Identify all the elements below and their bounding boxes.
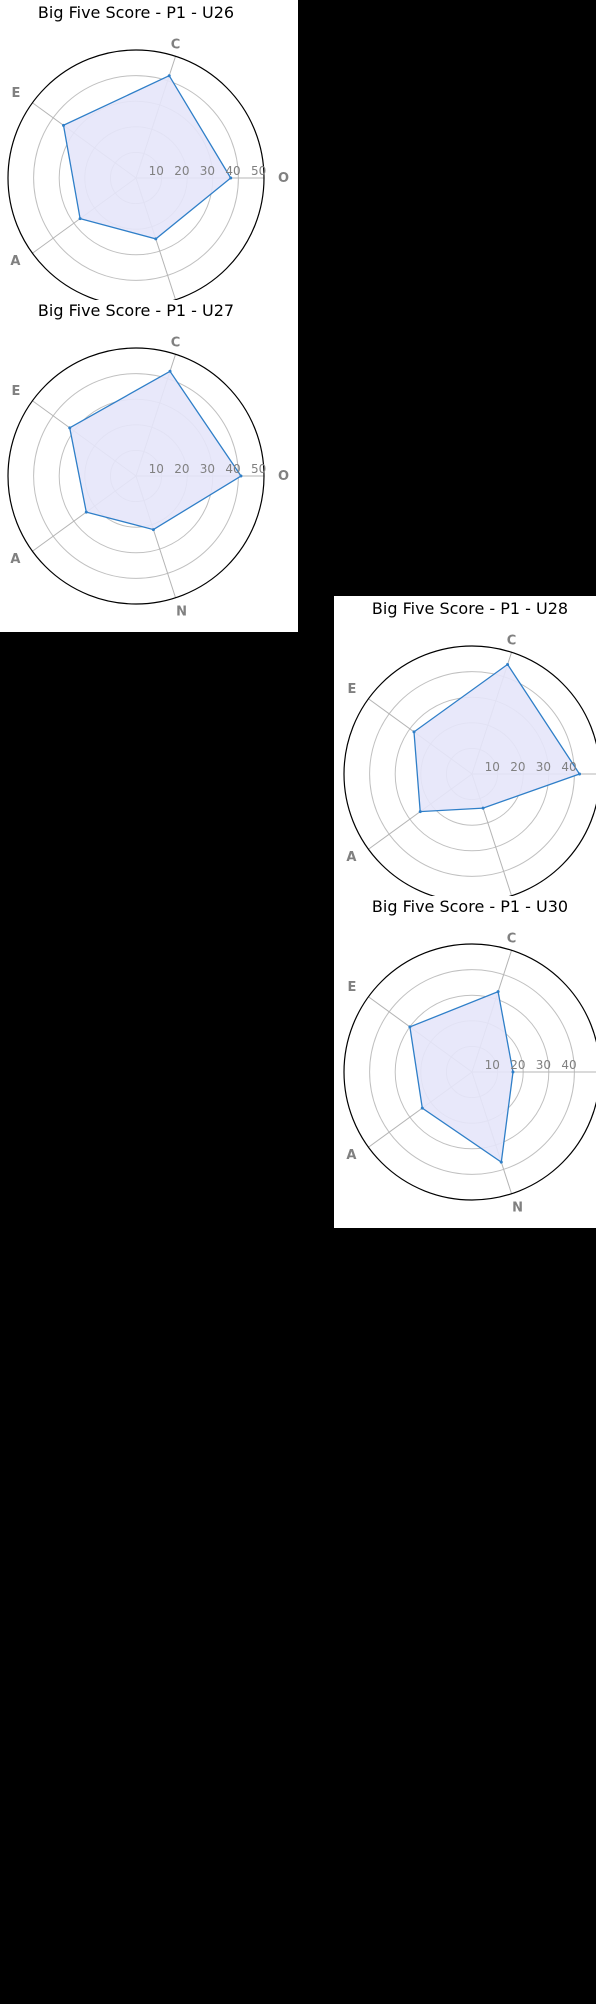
radar-svg: 10203040OCEAN (343, 931, 596, 1216)
data-point-A (78, 217, 82, 221)
radar-chart-u28: Big Five Score - P1 - U28 10203040OCEAN (334, 596, 596, 896)
data-point-C (506, 662, 510, 666)
axis-label-E: E (12, 86, 21, 101)
tick-label: 50 (251, 462, 266, 476)
outer-ring (343, 645, 596, 896)
outer-ring (7, 49, 265, 300)
tick-label: 30 (200, 462, 215, 476)
data-point-E (408, 1025, 412, 1029)
radar-chart-u27: Big Five Score - P1 - U27 10 20 30 40 50 O C E A… (0, 298, 298, 632)
data-point-N (151, 528, 155, 532)
tick-label: 40 (225, 164, 240, 178)
tick-label: 20 (174, 164, 189, 178)
chart-title: Big Five Score - P1 - U27 (37, 301, 235, 320)
data-point-O (239, 474, 243, 478)
radar-chart-u30: Big Five Score - P1 - U30 10203040OCEAN (334, 894, 596, 1228)
data-point-O (229, 176, 233, 180)
data-point-C (496, 990, 500, 994)
data-polygon (409, 990, 514, 1164)
tick-label: 10 (149, 462, 164, 476)
data-point-C (167, 74, 171, 78)
chart-title: Big Five Score - P1 - U26 (37, 3, 235, 22)
axis-label-O: O (278, 469, 289, 484)
axis-label-E: E (348, 980, 357, 995)
data-point-N (154, 237, 158, 241)
data-point-E (412, 730, 416, 734)
data-polygon (62, 74, 232, 240)
data-point-N (481, 806, 485, 810)
tick-label: 10 (149, 164, 164, 178)
axis-label-N: N (512, 1201, 523, 1216)
tick-label: 20 (510, 760, 525, 774)
tick-label: 10 (485, 760, 500, 774)
data-point-A (418, 810, 422, 814)
chart-title: Big Five Score - P1 - U28 (371, 599, 569, 618)
axis-label-A: A (346, 1148, 356, 1163)
axis-label-C: C (507, 633, 517, 648)
axis-label-N: N (176, 605, 187, 620)
right-panel: Big Five Score - P1 - U28 10203040OCEAN … (334, 596, 596, 1228)
axis-label-E: E (348, 682, 357, 697)
tick-label: 20 (510, 1058, 525, 1072)
outer-ring (343, 943, 596, 1201)
data-point-E (68, 426, 72, 430)
axis-label-C: C (171, 37, 181, 52)
left-panel: Big Five Score - P1 - U26 10 20 30 40 50 O C E A… (0, 0, 298, 632)
radar-chart-u26: Big Five Score - P1 - U26 10 20 30 40 50 O C E A… (0, 0, 298, 300)
data-point-O (578, 772, 582, 776)
radar-svg: 10 20 30 40 50 O C E A N (7, 335, 289, 620)
axis-label-C: C (171, 335, 181, 350)
chart-title: Big Five Score - P1 - U30 (371, 897, 569, 916)
axis-label-A: A (10, 254, 20, 269)
data-point-A (420, 1106, 424, 1110)
tick-label: 10 (485, 1058, 500, 1072)
axis-label-A: A (346, 850, 356, 865)
data-point-E (62, 123, 66, 127)
radar-svg: 10203040OCEAN (343, 633, 596, 896)
tick-label: 40 (561, 1058, 576, 1072)
axis-label-O: O (278, 171, 289, 186)
data-point-A (84, 510, 88, 514)
data-point-O (511, 1070, 515, 1074)
data-point-C (168, 369, 172, 373)
outer-ring (7, 347, 265, 605)
tick-label: 40 (225, 462, 240, 476)
tick-label: 40 (561, 760, 576, 774)
tick-label: 50 (251, 164, 266, 178)
axis-label-E: E (12, 384, 21, 399)
tick-label: 30 (200, 164, 215, 178)
tick-label: 30 (536, 760, 551, 774)
data-point-N (499, 1160, 503, 1164)
data-polygon (413, 663, 581, 813)
tick-label: 20 (174, 462, 189, 476)
data-polygon (68, 370, 242, 531)
tick-label: 30 (536, 1058, 551, 1072)
axis-label-C: C (507, 931, 517, 946)
axis-label-A: A (10, 552, 20, 567)
